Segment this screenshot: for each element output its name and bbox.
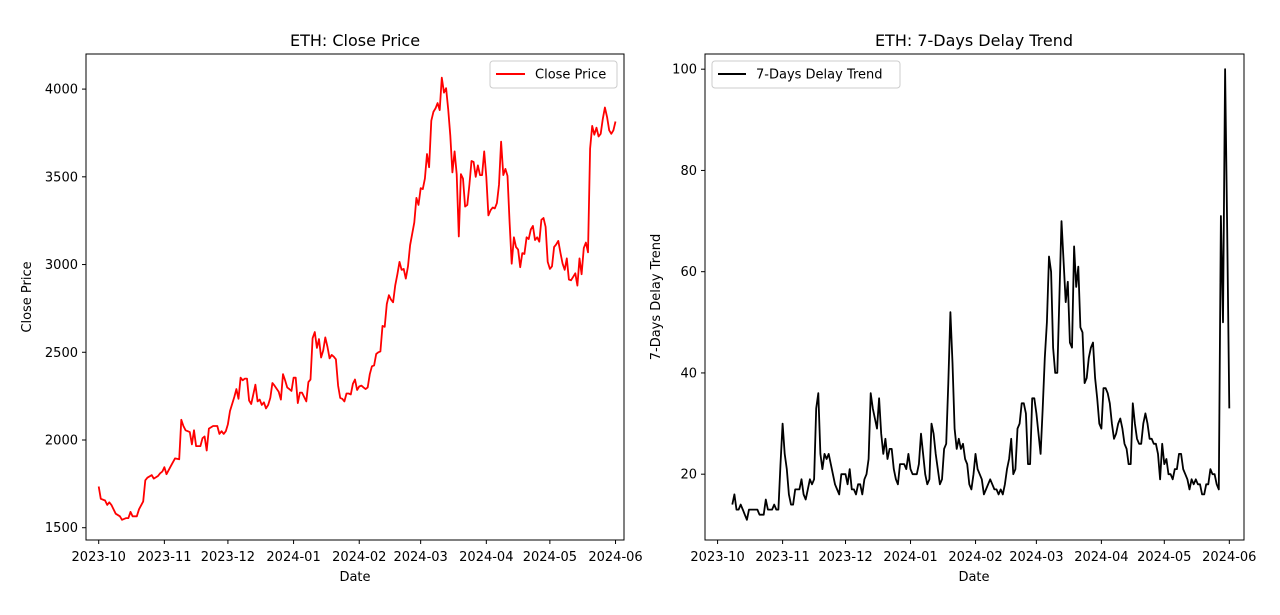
axis-ticks-close-price: 2023-10 2023-11 2023-12 2024-01 2024-02 2024-… (45, 83, 643, 565)
chart-title-delay-trend: ETH: 7-Days Delay Trend (875, 31, 1073, 50)
x-tick-label: 2024-05 (1137, 550, 1191, 565)
legend-box-delay-trend (711, 60, 901, 89)
x-tick-label: 2024-02 (948, 550, 1002, 565)
legend-label-close-price: Close Price (535, 68, 606, 83)
plot-area-delay-trend (731, 68, 1231, 521)
x-tick-label: 2024-06 (588, 550, 642, 565)
y-tick-label: 2500 (45, 346, 78, 361)
x-axis-label-close-price: Date (339, 570, 370, 585)
x-tick-label: 2023-12 (201, 550, 255, 565)
legend-label-delay-trend: 7-Days Delay Trend (756, 68, 883, 83)
x-tick-label: 2023-10 (690, 550, 744, 565)
chart-title-close-price: ETH: Close Price (290, 31, 420, 50)
plot-area-close-price (97, 76, 617, 521)
y-tick-label: 80 (680, 164, 697, 179)
axes-frame-close-price (85, 53, 625, 541)
y-tick-label: 100 (672, 63, 697, 78)
y-tick-label: 40 (680, 366, 697, 381)
x-tick-label: 2024-04 (459, 550, 513, 565)
axis-ticks-delay-trend: 2023-10 2023-11 2023-12 2024-01 2024-02 2024-… (672, 63, 1256, 565)
x-tick-label: 2024-05 (523, 550, 577, 565)
chart-delay-trend: ETH: 7-Days Delay Trend 2023-10 2023-11 20… (649, 31, 1256, 585)
x-tick-label: 2024-03 (393, 550, 447, 565)
x-tick-label: 2024-03 (1009, 550, 1063, 565)
y-axis-label-delay-trend: 7-Days Delay Trend (649, 234, 664, 361)
x-tick-label: 2024-02 (332, 550, 386, 565)
y-tick-label: 4000 (45, 83, 78, 98)
x-tick-label: 2024-04 (1074, 550, 1128, 565)
x-tick-label: 2023-11 (137, 550, 191, 565)
x-axis-label-delay-trend: Date (958, 570, 989, 585)
y-tick-label: 2000 (45, 433, 78, 448)
axes-frame-delay-trend (704, 53, 1245, 541)
x-tick-label: 2023-10 (72, 550, 126, 565)
y-tick-label: 60 (680, 265, 697, 280)
x-tick-label: 2023-11 (755, 550, 809, 565)
series-line-close-price (97, 76, 617, 521)
y-tick-label: 3500 (45, 170, 78, 185)
x-tick-label: 2024-06 (1202, 550, 1256, 565)
x-tick-label: 2024-01 (266, 550, 320, 565)
legend-close-price: Close Price (489, 60, 618, 89)
chart-close-price: ETH: Close Price 2023-10 2023-11 2023-12 20… (20, 31, 643, 585)
y-tick-label: 3000 (45, 258, 78, 273)
y-tick-label: 20 (680, 468, 697, 483)
x-tick-label: 2024-01 (883, 550, 937, 565)
legend-box-close-price (489, 60, 618, 89)
series-line-delay-trend (731, 68, 1231, 521)
x-tick-label: 2023-12 (818, 550, 872, 565)
legend-delay-trend: 7-Days Delay Trend (711, 60, 901, 89)
y-tick-label: 1500 (45, 521, 78, 536)
y-axis-label-close-price: Close Price (20, 261, 35, 332)
